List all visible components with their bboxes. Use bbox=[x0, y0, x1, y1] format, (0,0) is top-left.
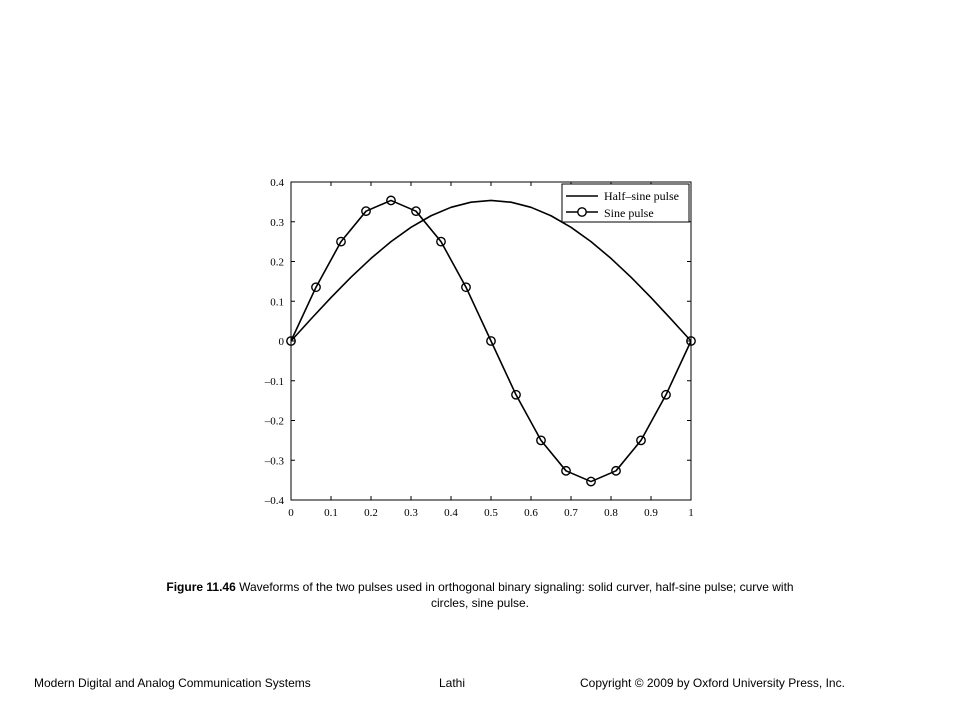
data-point-sine-pulse bbox=[511, 389, 521, 400]
y-tick-label: –0.3 bbox=[264, 455, 285, 467]
data-point-sine-pulse bbox=[686, 336, 696, 346]
data-point-sine-pulse bbox=[611, 465, 621, 476]
axis-ticks: 0 0.1 0.2 0.3 0.4 0.5 0.6 0.7 0.8 0.9 1 0.4 0.3 0.2 0.… bbox=[264, 177, 694, 519]
y-tick-label: –0.4 bbox=[264, 495, 285, 507]
y-tick-label: 0.1 bbox=[270, 296, 284, 308]
data-point-sine-pulse bbox=[336, 236, 346, 247]
x-tick-label: 0.8 bbox=[604, 507, 618, 519]
figure-label: Figure 11.46 bbox=[166, 580, 236, 594]
data-point-sine-pulse bbox=[586, 476, 596, 487]
x-tick-label: 0.6 bbox=[524, 507, 538, 519]
x-tick-label: 1 bbox=[688, 507, 694, 519]
x-tick-label: 0.2 bbox=[364, 507, 378, 519]
x-tick-label: 0 bbox=[288, 507, 294, 519]
data-point-sine-pulse bbox=[311, 282, 321, 293]
footer-book-title: Modern Digital and Analog Communication … bbox=[34, 676, 311, 690]
data-point-sine-pulse bbox=[486, 336, 496, 346]
data-point-sine-pulse bbox=[411, 206, 421, 217]
x-tick-label: 0.3 bbox=[404, 507, 418, 519]
y-tick-label: 0.2 bbox=[270, 257, 284, 269]
legend-label-half-sine: Half–sine pulse bbox=[604, 189, 679, 203]
footer-author: Lathi bbox=[439, 676, 466, 690]
y-tick-label: 0 bbox=[279, 336, 285, 348]
data-point-sine-pulse bbox=[661, 389, 671, 400]
legend-label-sine: Sine pulse bbox=[604, 206, 654, 220]
y-tick-label: 0.4 bbox=[270, 177, 284, 189]
data-point-sine-pulse bbox=[361, 206, 371, 217]
caption-text: Waveforms of the two pulses used in orth… bbox=[235, 580, 794, 610]
y-tick-label: 0.3 bbox=[270, 217, 284, 229]
x-tick-label: 0.1 bbox=[324, 507, 338, 519]
series-line-sine-pulse bbox=[290, 199, 692, 483]
x-tick-label: 0.4 bbox=[444, 507, 458, 519]
data-point-sine-pulse bbox=[286, 336, 296, 346]
x-tick-label: 0.7 bbox=[564, 507, 578, 519]
legend: Half–sine pulse Sine pulse bbox=[561, 183, 690, 223]
x-tick-label: 0.5 bbox=[484, 507, 498, 519]
data-point-sine-pulse bbox=[561, 465, 571, 476]
data-point-sine-pulse bbox=[436, 236, 446, 247]
figure-caption: Figure 11.46 Waveforms of the two pulses… bbox=[150, 579, 810, 611]
y-tick-label: –0.1 bbox=[264, 376, 284, 388]
series-group bbox=[286, 195, 696, 487]
legend-marker-sine bbox=[577, 207, 587, 217]
footer-copyright: Copyright © 2009 by Oxford University Pr… bbox=[580, 676, 845, 690]
data-point-sine-pulse bbox=[386, 195, 396, 206]
series-line-half-sine-pulse bbox=[290, 199, 692, 342]
y-tick-label: –0.2 bbox=[264, 416, 284, 428]
data-point-sine-pulse bbox=[636, 435, 646, 446]
data-point-sine-pulse bbox=[536, 435, 546, 446]
x-tick-label: 0.9 bbox=[644, 507, 658, 519]
data-point-sine-pulse bbox=[461, 282, 471, 293]
